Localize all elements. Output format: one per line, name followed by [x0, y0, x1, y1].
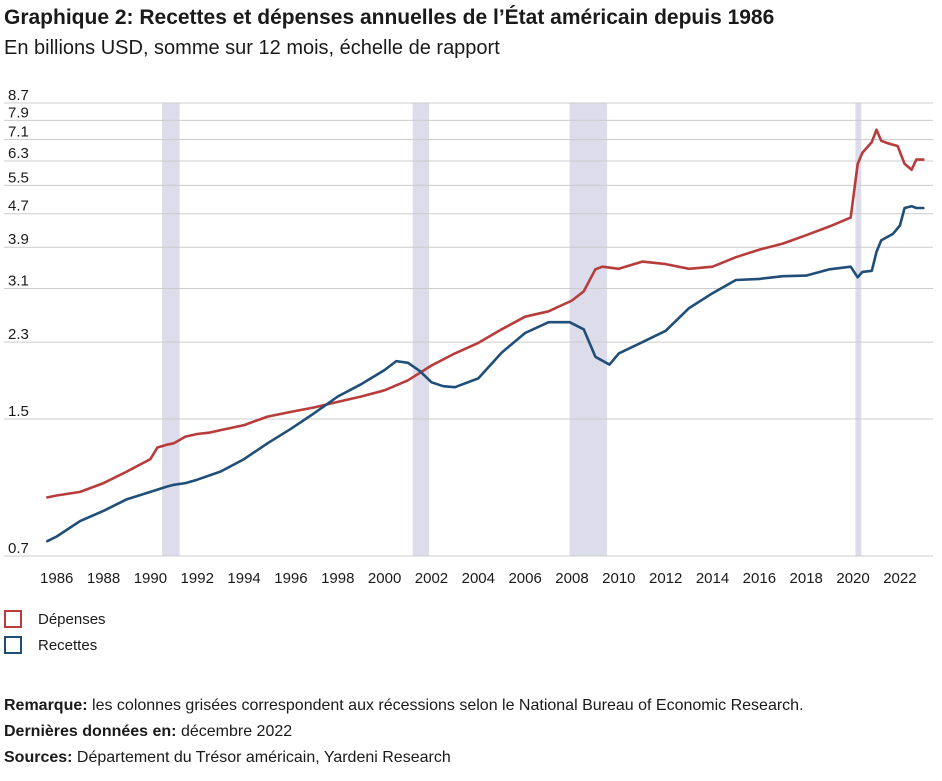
- series-line-receipts: [45, 204, 925, 543]
- y-tick-label: 0.7: [8, 540, 29, 557]
- y-tick-label: 7.9: [8, 104, 29, 121]
- chart-subtitle: En billions USD, somme sur 12 mois, éche…: [4, 37, 500, 59]
- x-tick-label: 1994: [227, 570, 260, 587]
- latest-text: décembre 2022: [176, 723, 293, 740]
- legend-label-expenses: Dépenses: [38, 610, 106, 628]
- legend-swatch-expenses: [4, 610, 22, 628]
- y-tick-label: 2.3: [8, 326, 29, 343]
- x-tick-label: 2010: [602, 570, 635, 587]
- legend-swatch-receipts: [4, 636, 22, 654]
- y-tick-label: 7.1: [8, 124, 29, 141]
- sources-note: Sources: Département du Trésor américain…: [4, 745, 804, 771]
- series-line-expenses: [45, 128, 925, 499]
- recession-band: [569, 103, 608, 556]
- x-tick-label: 1990: [134, 570, 167, 587]
- gridlines: [4, 102, 933, 557]
- line-chart: 0.71.52.33.13.94.75.56.37.17.98.7 1986 19…: [4, 87, 933, 587]
- x-tick-label: 1998: [321, 570, 354, 587]
- x-tick-label: 2006: [508, 570, 541, 587]
- y-tick-label: 6.3: [8, 145, 29, 162]
- remark-label: Remarque:: [4, 697, 88, 714]
- legend-item-expenses: Dépenses: [4, 606, 106, 632]
- x-tick-label: 1996: [274, 570, 307, 587]
- y-tick-label: 1.5: [8, 403, 29, 420]
- y-tick-label: 4.7: [8, 198, 29, 215]
- x-tick-label: 2008: [555, 570, 588, 587]
- sources-text: Département du Trésor américain, Yardeni…: [72, 749, 451, 766]
- x-tick-label: 2014: [696, 570, 729, 587]
- recession-bands: [162, 103, 862, 556]
- series-lines: [45, 128, 925, 543]
- legend: Dépenses Recettes: [4, 606, 106, 658]
- remark-note: Remarque: les colonnes grisées correspon…: [4, 693, 804, 719]
- x-tick-label: 2016: [743, 570, 776, 587]
- x-tick-label: 2022: [883, 570, 916, 587]
- x-tick-label: 2002: [415, 570, 448, 587]
- x-tick-label: 2018: [790, 570, 823, 587]
- sources-label: Sources:: [4, 749, 73, 766]
- x-tick-label: 2004: [462, 570, 495, 587]
- legend-item-receipts: Recettes: [4, 632, 106, 658]
- latest-data-note: Dernières données en: décembre 2022: [4, 719, 804, 745]
- y-tick-label: 3.9: [8, 231, 29, 248]
- y-axis-ticks: 0.7 1.5 2.3 3.1 3.9 4.7 5.5 6.3 7.1 7.98.7: [8, 87, 29, 557]
- x-tick-label: 2020: [836, 570, 869, 587]
- x-tick-label: 1986: [40, 570, 73, 587]
- x-tick-label: 2000: [368, 570, 401, 587]
- x-tick-label: 1992: [181, 570, 214, 587]
- y-tick-label: 3.1: [8, 273, 29, 290]
- chart-title: Graphique 2: Recettes et dépenses annuel…: [4, 6, 775, 29]
- x-tick-label: 2012: [649, 570, 682, 587]
- recession-band: [412, 103, 430, 556]
- footnotes: Remarque: les colonnes grisées correspon…: [4, 693, 804, 771]
- y-tick-label: 8.7: [8, 87, 29, 104]
- x-axis-ticks: 1986 1988 1990 1992 1994 1996 1998 2000 2002 2004…: [40, 570, 917, 587]
- recession-band: [855, 103, 862, 556]
- legend-label-receipts: Recettes: [38, 636, 98, 654]
- remark-text: les colonnes grisées correspondent aux r…: [87, 697, 804, 714]
- y-tick-label: 5.5: [8, 169, 29, 186]
- latest-label: Dernières données en:: [4, 723, 177, 740]
- x-tick-label: 1988: [87, 570, 120, 587]
